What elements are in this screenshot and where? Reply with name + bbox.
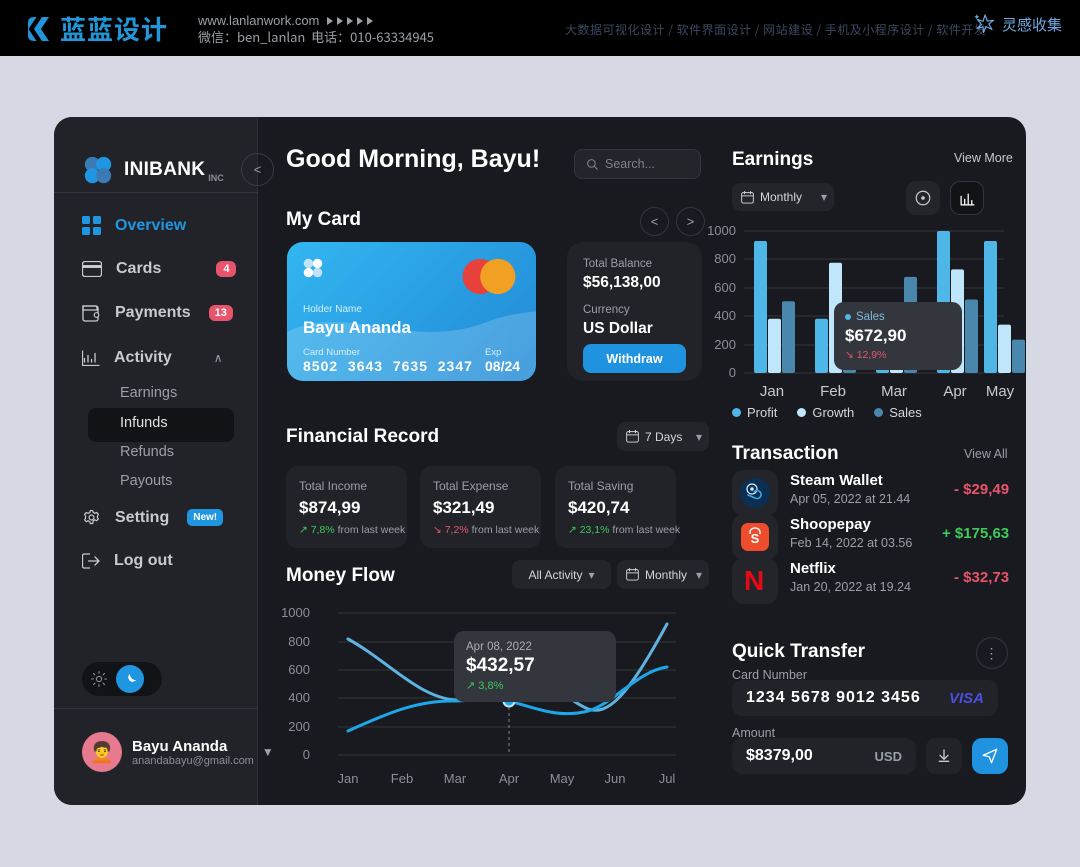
svg-text:May: May (986, 383, 1015, 400)
svg-text:Jan: Jan (760, 383, 784, 400)
svg-text:600: 600 (288, 662, 310, 677)
svg-text:0: 0 (303, 747, 310, 762)
svg-text:1000: 1000 (281, 605, 310, 620)
svg-text:Feb: Feb (820, 383, 846, 400)
svg-text:May: May (550, 771, 575, 786)
svg-text:Apr: Apr (943, 383, 966, 400)
svg-text:400: 400 (714, 308, 736, 323)
svg-text:400: 400 (288, 690, 310, 705)
svg-text:Jul: Jul (659, 771, 676, 786)
svg-text:Feb: Feb (391, 771, 413, 786)
svg-text:200: 200 (288, 719, 310, 734)
svg-text:800: 800 (714, 251, 736, 266)
svg-text:800: 800 (288, 634, 310, 649)
svg-text:600: 600 (714, 280, 736, 295)
svg-text:0: 0 (729, 365, 736, 380)
svg-text:N: N (744, 568, 764, 594)
svg-text:S: S (751, 531, 760, 546)
svg-text:1000: 1000 (707, 223, 736, 238)
svg-text:Mar: Mar (881, 383, 907, 400)
svg-text:200: 200 (714, 337, 736, 352)
svg-text:Mar: Mar (444, 771, 467, 786)
svg-text:Jan: Jan (338, 771, 359, 786)
svg-text:Jun: Jun (605, 771, 626, 786)
svg-text:Apr: Apr (499, 771, 520, 786)
